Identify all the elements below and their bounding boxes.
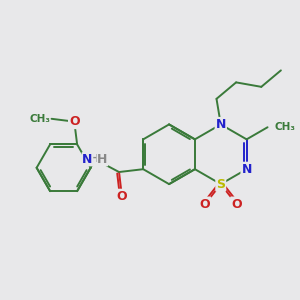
Text: N: N — [242, 163, 252, 176]
Text: CH₃: CH₃ — [275, 122, 296, 132]
Text: H: H — [90, 154, 100, 164]
Text: H: H — [97, 153, 107, 166]
Text: N: N — [82, 153, 93, 166]
Text: O: O — [231, 197, 242, 211]
Text: N: N — [216, 118, 226, 131]
Text: O: O — [69, 115, 80, 128]
Text: CH₃: CH₃ — [29, 114, 50, 124]
Text: O: O — [117, 190, 127, 203]
Text: O: O — [200, 197, 210, 211]
Text: S: S — [216, 178, 225, 190]
